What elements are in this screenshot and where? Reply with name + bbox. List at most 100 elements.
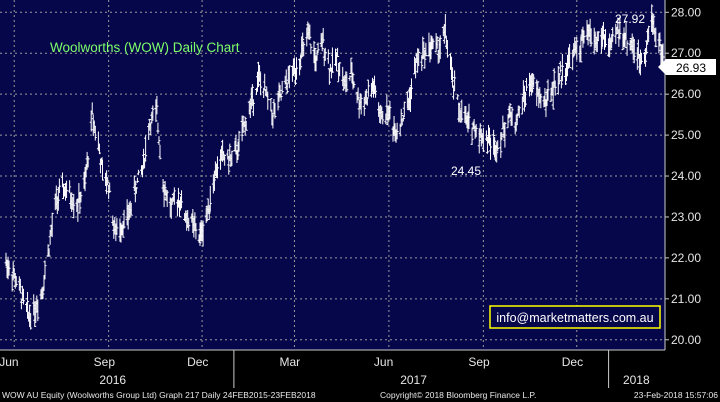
ohlc-bar bbox=[451, 67, 455, 88]
ohlc-bar bbox=[83, 166, 87, 192]
ohlc-bar bbox=[7, 260, 11, 276]
ohlc-bar bbox=[50, 212, 54, 238]
ohlc-bar bbox=[366, 79, 370, 97]
ohlc-bar bbox=[315, 50, 319, 61]
ohlc-bar bbox=[460, 99, 464, 123]
x-tick-label: Sep bbox=[468, 355, 490, 369]
ohlc-bar bbox=[215, 156, 219, 179]
ohlc-bar bbox=[579, 36, 583, 63]
ohlc-bar bbox=[352, 81, 356, 88]
x-tick-label: Dec bbox=[562, 355, 583, 369]
ohlc-bar bbox=[313, 48, 317, 72]
ohlc-bar bbox=[251, 99, 255, 116]
ohlc-bar bbox=[563, 68, 567, 86]
year-label: 2016 bbox=[99, 373, 126, 387]
ohlc-bar bbox=[227, 155, 231, 175]
ohlc-bar bbox=[484, 130, 488, 142]
ohlc-bar bbox=[41, 286, 45, 300]
ohlc-bar bbox=[141, 165, 145, 178]
ohlc-bar bbox=[657, 33, 661, 54]
ohlc-bar bbox=[568, 43, 572, 69]
ohlc-bar bbox=[336, 47, 340, 58]
ohlc-bar bbox=[452, 85, 456, 100]
ohlc-bar bbox=[625, 40, 629, 56]
y-tick-label: 27.00 bbox=[671, 46, 701, 60]
ohlc-bar bbox=[539, 94, 543, 109]
ohlc-bar bbox=[21, 288, 25, 305]
ohlc-bar bbox=[136, 169, 140, 176]
ohlc-bar bbox=[57, 178, 61, 193]
ohlc-bar bbox=[108, 182, 112, 193]
ohlc-bar bbox=[237, 130, 241, 152]
ohlc-bar bbox=[517, 105, 521, 118]
ohlc-bar bbox=[320, 32, 324, 52]
ohlc-bar bbox=[438, 35, 442, 60]
ohlc-bar bbox=[344, 71, 348, 93]
ohlc-bar bbox=[28, 304, 32, 328]
ohlc-bar bbox=[106, 177, 110, 186]
ohlc-bar bbox=[388, 100, 392, 120]
x-tick-label: Jun bbox=[374, 355, 393, 369]
ohlc-bar bbox=[263, 73, 267, 90]
y-tick-label: 24.00 bbox=[671, 169, 701, 183]
ohlc-bar bbox=[266, 91, 270, 110]
ohlc-bar bbox=[121, 220, 125, 238]
ohlc-bar bbox=[42, 275, 46, 292]
ohlc-bar bbox=[156, 122, 160, 134]
ohlc-bar bbox=[552, 68, 556, 88]
ohlc-bar bbox=[624, 20, 628, 40]
ohlc-bar bbox=[470, 127, 474, 145]
ohlc-bar bbox=[549, 87, 553, 102]
ohlc-bar bbox=[78, 192, 82, 214]
ohlc-bar bbox=[133, 180, 137, 203]
ohlc-bar bbox=[158, 144, 162, 160]
ohlc-bar bbox=[93, 126, 97, 141]
ohlc-bar bbox=[546, 79, 550, 101]
ohlc-bar bbox=[632, 38, 636, 64]
ohlc-bar bbox=[334, 48, 338, 66]
ohlc-bar bbox=[285, 82, 289, 94]
ohlc-bar bbox=[273, 102, 277, 119]
ohlc-bar bbox=[326, 49, 330, 64]
ohlc-bar bbox=[414, 58, 418, 79]
ohlc-bar bbox=[616, 17, 620, 35]
ohlc-bar bbox=[270, 109, 274, 126]
ohlc-bar bbox=[405, 91, 409, 109]
y-axis: 20.00 21.00 22.00 23.00 24.00 25.00 26.00 27.00… bbox=[664, 0, 701, 350]
ohlc-bar bbox=[582, 30, 586, 44]
ohlc-bar bbox=[402, 101, 406, 118]
ohlc-bar bbox=[162, 184, 166, 208]
ohlc-bar bbox=[503, 122, 507, 148]
ohlc-bar bbox=[79, 191, 83, 203]
ohlc-bar bbox=[163, 180, 167, 196]
ohlc-bar bbox=[395, 122, 399, 140]
ohlc-bar bbox=[542, 95, 546, 108]
ohlc-bar bbox=[207, 205, 211, 221]
ohlc-bar bbox=[523, 92, 527, 108]
ohlc-bar bbox=[43, 260, 47, 279]
ohlc-bar bbox=[56, 186, 60, 211]
x-tick-label: Sep bbox=[94, 355, 116, 369]
ohlc-bar bbox=[155, 95, 159, 115]
ohlc-bar bbox=[575, 37, 579, 60]
ohlc-bar bbox=[279, 93, 283, 101]
ohlc-bar bbox=[258, 65, 262, 82]
ohlc-bar bbox=[243, 116, 247, 136]
ohlc-bar bbox=[280, 80, 284, 94]
ohlc-bar bbox=[46, 244, 50, 257]
footer-center: Copyright© 2018 Bloomberg Finance L.P. bbox=[380, 390, 536, 400]
watermark-box: info@marketmatters.com.au bbox=[489, 305, 661, 329]
ohlc-bar bbox=[308, 24, 312, 40]
ohlc-bar bbox=[262, 87, 266, 99]
ohlc-bar bbox=[194, 223, 198, 240]
ohlc-bar bbox=[510, 106, 514, 126]
ohlc-bar bbox=[259, 72, 263, 96]
ohlc-bar bbox=[100, 159, 104, 181]
ohlc-bar bbox=[424, 42, 428, 57]
ohlc-bar bbox=[307, 23, 311, 40]
ohlc-bar bbox=[351, 72, 355, 90]
x-axis: Jun Sep Dec Mar Jun Sep Dec 2016 2017 2018 bbox=[0, 349, 665, 388]
x-tick-label: Jun bbox=[0, 355, 19, 369]
ohlc-bar bbox=[13, 273, 17, 289]
